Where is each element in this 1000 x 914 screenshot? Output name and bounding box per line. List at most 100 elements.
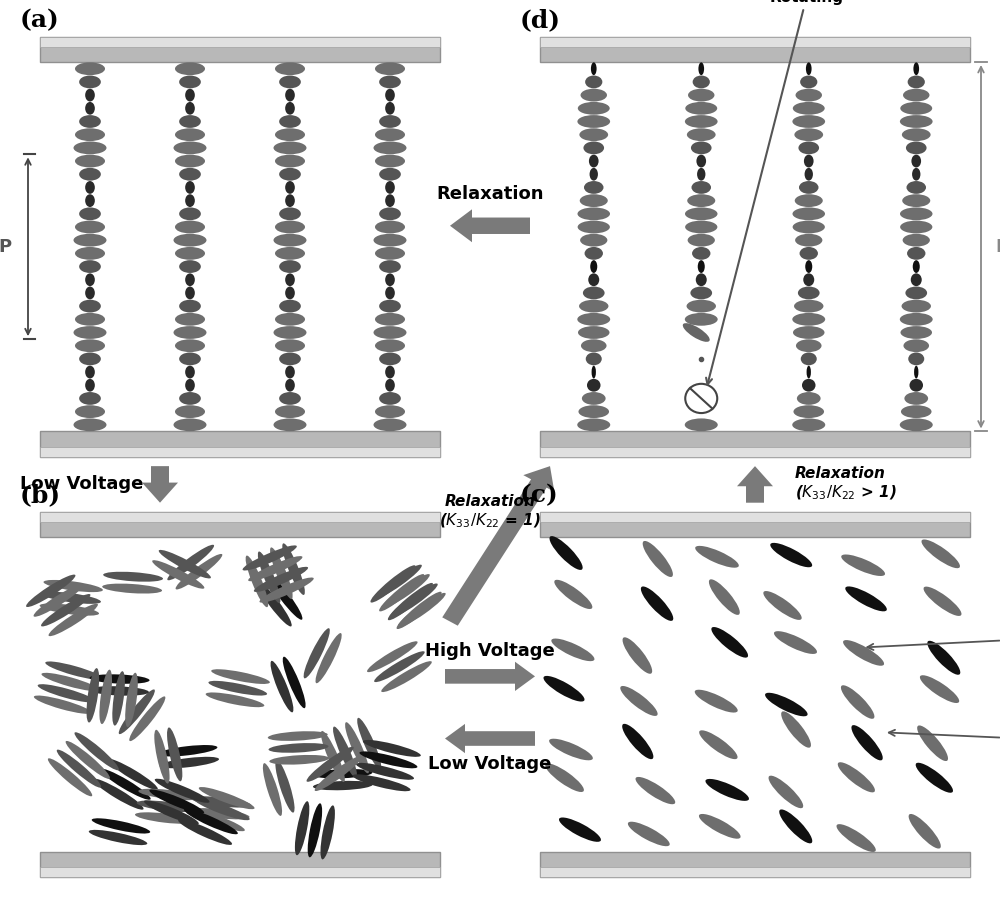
- Text: Rotating: Rotating: [706, 0, 844, 385]
- Ellipse shape: [179, 260, 201, 273]
- Ellipse shape: [313, 781, 373, 791]
- Ellipse shape: [74, 732, 119, 771]
- Ellipse shape: [388, 583, 433, 621]
- Ellipse shape: [85, 273, 95, 286]
- Bar: [540, 431, 970, 457]
- Ellipse shape: [914, 366, 918, 378]
- Ellipse shape: [924, 587, 961, 616]
- Ellipse shape: [902, 128, 931, 141]
- Ellipse shape: [75, 339, 105, 352]
- Ellipse shape: [800, 247, 818, 260]
- Ellipse shape: [375, 154, 405, 167]
- Bar: [540, 867, 970, 877]
- Ellipse shape: [185, 89, 195, 101]
- Ellipse shape: [685, 101, 717, 115]
- Ellipse shape: [583, 287, 605, 300]
- Ellipse shape: [685, 115, 718, 128]
- Ellipse shape: [908, 76, 925, 89]
- Ellipse shape: [243, 546, 297, 570]
- Ellipse shape: [705, 779, 749, 801]
- Ellipse shape: [270, 547, 293, 599]
- Ellipse shape: [374, 651, 425, 682]
- Ellipse shape: [770, 543, 812, 568]
- Ellipse shape: [385, 101, 395, 115]
- Ellipse shape: [699, 814, 741, 839]
- Ellipse shape: [285, 101, 295, 115]
- Ellipse shape: [379, 115, 401, 128]
- Ellipse shape: [103, 572, 163, 581]
- Ellipse shape: [798, 142, 819, 154]
- Text: (a): (a): [20, 8, 60, 32]
- Ellipse shape: [801, 353, 817, 366]
- Ellipse shape: [90, 675, 150, 684]
- Ellipse shape: [549, 537, 583, 570]
- Ellipse shape: [693, 76, 710, 89]
- Ellipse shape: [119, 689, 155, 734]
- Ellipse shape: [185, 273, 195, 286]
- Ellipse shape: [275, 247, 305, 260]
- Ellipse shape: [792, 115, 825, 128]
- Ellipse shape: [125, 673, 138, 728]
- Ellipse shape: [902, 195, 930, 207]
- Ellipse shape: [913, 62, 919, 75]
- Ellipse shape: [904, 392, 928, 405]
- Ellipse shape: [711, 627, 748, 658]
- Ellipse shape: [66, 741, 110, 779]
- Ellipse shape: [100, 769, 151, 800]
- Ellipse shape: [175, 154, 205, 167]
- Ellipse shape: [577, 115, 610, 128]
- Ellipse shape: [45, 662, 103, 680]
- Ellipse shape: [190, 808, 250, 819]
- Ellipse shape: [698, 62, 704, 75]
- Ellipse shape: [900, 115, 933, 128]
- Ellipse shape: [792, 207, 825, 220]
- Ellipse shape: [333, 727, 357, 778]
- Ellipse shape: [85, 287, 95, 300]
- Ellipse shape: [690, 287, 712, 300]
- Bar: [40, 447, 440, 457]
- Ellipse shape: [175, 128, 205, 141]
- Ellipse shape: [175, 220, 205, 233]
- Ellipse shape: [206, 693, 264, 707]
- Ellipse shape: [590, 168, 598, 181]
- Ellipse shape: [381, 661, 432, 692]
- Ellipse shape: [697, 168, 705, 181]
- Ellipse shape: [903, 89, 929, 101]
- Ellipse shape: [908, 353, 924, 366]
- Bar: [40, 512, 440, 537]
- Bar: [540, 512, 970, 522]
- Ellipse shape: [374, 142, 406, 154]
- Ellipse shape: [359, 751, 417, 769]
- Ellipse shape: [699, 730, 738, 760]
- Ellipse shape: [79, 115, 101, 128]
- Ellipse shape: [374, 234, 406, 247]
- Ellipse shape: [308, 803, 322, 857]
- Ellipse shape: [179, 353, 201, 366]
- Ellipse shape: [279, 168, 301, 181]
- Ellipse shape: [179, 207, 201, 220]
- Ellipse shape: [279, 260, 301, 273]
- Bar: [40, 431, 440, 457]
- Ellipse shape: [385, 366, 395, 378]
- Ellipse shape: [623, 637, 652, 674]
- Ellipse shape: [577, 419, 610, 431]
- Ellipse shape: [385, 287, 395, 300]
- Ellipse shape: [379, 353, 401, 366]
- Ellipse shape: [841, 686, 874, 718]
- Ellipse shape: [357, 717, 381, 769]
- Ellipse shape: [179, 300, 201, 313]
- Ellipse shape: [44, 580, 103, 592]
- Ellipse shape: [185, 366, 195, 378]
- Ellipse shape: [79, 392, 101, 405]
- Ellipse shape: [838, 762, 875, 792]
- Ellipse shape: [836, 824, 876, 852]
- Ellipse shape: [769, 776, 803, 808]
- Ellipse shape: [591, 62, 597, 75]
- Ellipse shape: [687, 128, 716, 141]
- Ellipse shape: [798, 287, 820, 300]
- Ellipse shape: [585, 76, 602, 89]
- Ellipse shape: [269, 755, 329, 765]
- Ellipse shape: [79, 168, 101, 181]
- Ellipse shape: [267, 574, 302, 620]
- Ellipse shape: [74, 419, 106, 431]
